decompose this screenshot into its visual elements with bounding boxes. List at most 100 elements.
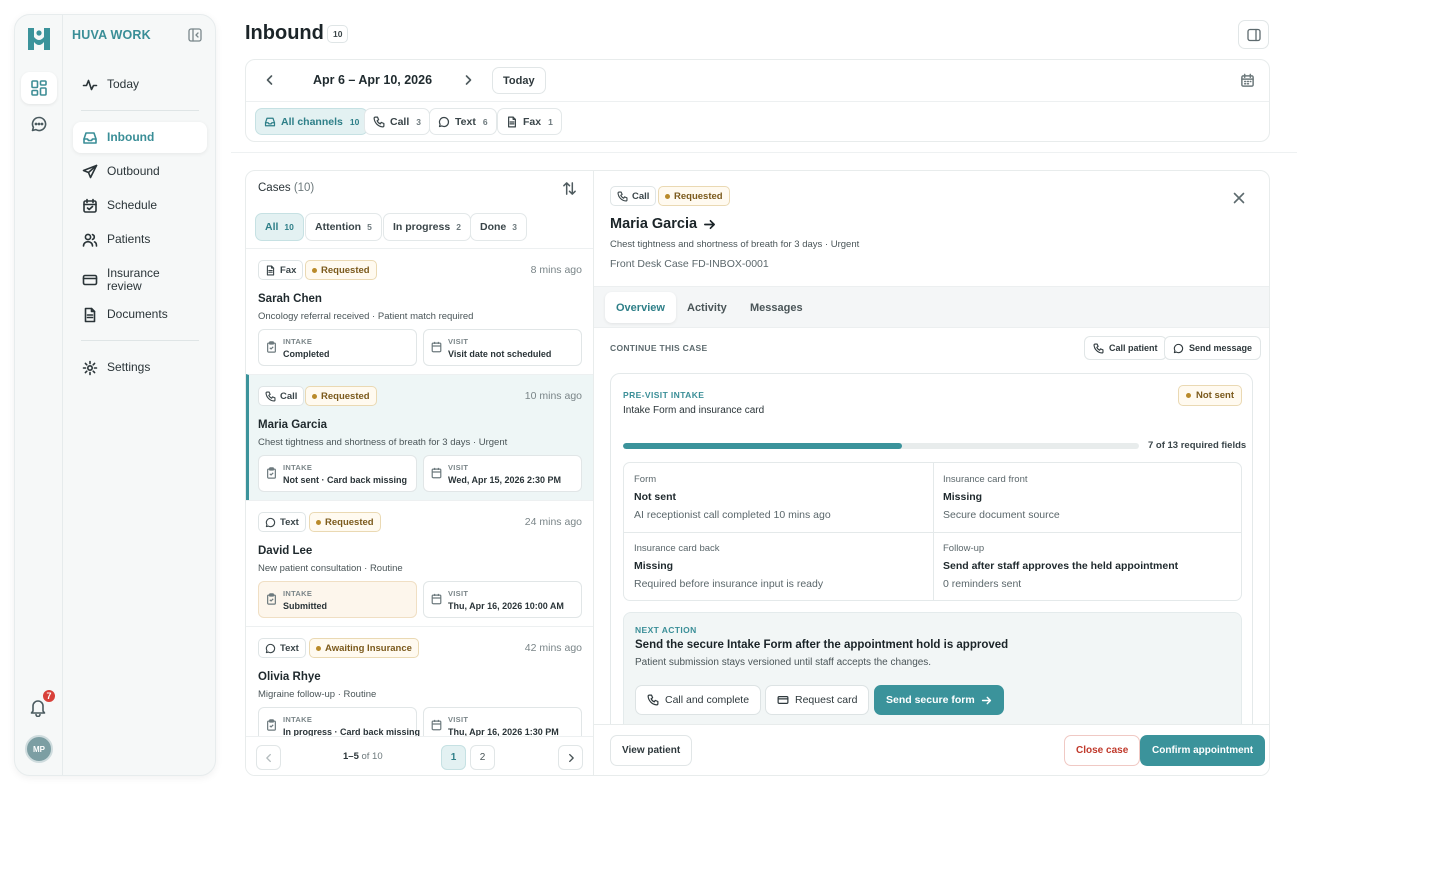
status-badge: Awaiting Insurance [309,638,419,658]
cases-tab-done[interactable]: Done 3 [470,213,527,241]
tab-overview[interactable]: Overview [605,292,676,323]
user-avatar[interactable]: MP [25,735,53,763]
calendar-icon [431,341,442,353]
status-label: Requested [325,516,374,528]
dashboard-rail-button[interactable] [21,72,57,104]
close-case-button[interactable]: Close case [1064,735,1141,766]
case-list-item[interactable]: Fax Requested 8 mins ago Sarah Chen Onco… [246,248,593,374]
sidebar-item-today[interactable]: Today [73,69,207,100]
sort-cases-button[interactable] [562,181,577,196]
case-id: Front Desk Case FD-INBOX-0001 [610,258,769,270]
next-page-button[interactable] [558,745,583,770]
cases-title-label: Cases [258,182,291,194]
tab-label: In progress [393,221,451,233]
call-and-complete-button[interactable]: Call and complete [635,685,762,715]
chip-label: Text [455,115,476,128]
cases-pagination: 1–5 of 10 1 2 [246,736,593,775]
sidebar-item-documents[interactable]: Documents [73,299,207,330]
next-action-subtitle: Patient submission stays versioned until… [635,657,932,668]
tab-messages[interactable]: Messages [750,301,803,314]
header-divider [231,152,1297,153]
sidebar-item-outbound[interactable]: Outbound [73,156,207,187]
previous-page-button[interactable] [256,745,281,770]
document-icon [84,307,96,322]
case-list-item-selected[interactable]: Call Requested 10 mins ago Maria Garcia … [246,374,593,500]
visit-label: VISIT [448,589,469,598]
close-detail-button[interactable] [1232,191,1246,205]
sidebar-item-insurance-review[interactable]: Insurance review [73,261,207,299]
cases-list-panel: Cases (10) All 10 Attention 5 In progres… [246,171,594,775]
channel-label: Text [280,516,299,528]
case-list-item[interactable]: Text Requested 24 mins ago David Lee New… [246,500,593,626]
request-card-button[interactable]: Request card [765,685,870,715]
send-secure-form-button[interactable]: Send secure form [874,685,1004,715]
chat-icon [31,116,47,132]
visit-value: Wed, Apr 15, 2026 2:30 PM [448,475,562,485]
notifications-button[interactable] [28,697,48,717]
case-list-item[interactable]: Text Awaiting Insurance 42 mins ago Oliv… [246,626,593,752]
sidebar-item-patients[interactable]: Patients [73,224,207,255]
sidebar-item-inbound[interactable]: Inbound [73,122,207,153]
case-content: Fax Requested 8 mins ago Sarah Chen Onco… [258,249,582,374]
phone-icon [373,116,385,127]
confirm-appointment-button[interactable]: Confirm appointment [1140,735,1266,766]
sidebar-item-label: Inbound [107,130,155,144]
panel-right-icon [1246,28,1261,41]
send-message-button[interactable]: Send message [1164,336,1262,360]
channel-filter-call[interactable]: Call 3 [364,108,430,135]
previous-week-button[interactable] [263,73,277,87]
date-range-label: Apr 6 – Apr 10, 2026 [313,73,433,87]
channel-filter-all[interactable]: All channels 10 [255,108,369,135]
toggle-detail-panel-button[interactable] [1238,20,1269,49]
cases-tab-all[interactable]: All 10 [255,213,304,241]
intake-progress-text: 7 of 13 required fields [1148,440,1247,451]
tab-activity[interactable]: Activity [687,301,727,314]
intake-kicker: PRE-VISIT INTAKE [623,390,705,400]
next-week-button[interactable] [461,73,475,87]
clipboard-icon [267,719,276,731]
cases-tab-attention[interactable]: Attention 5 [305,213,382,241]
case-content: Text Awaiting Insurance 42 mins ago Oliv… [258,627,582,752]
intake-status-box: INTAKE Not sent · Card back missing [258,455,417,492]
channel-filter-fax[interactable]: Fax 1 [497,108,562,135]
visit-status-box: VISIT Thu, Apr 16, 2026 10:00 AM [423,581,582,618]
detail-scroll-area[interactable]: CONTINUE THIS CASE Call patient Send mes… [594,328,1269,724]
visit-label: VISIT [448,715,469,724]
page-2-button[interactable]: 2 [470,745,495,770]
channel-badge: Call [610,186,657,206]
call-patient-button[interactable]: Call patient [1084,336,1167,360]
tab-label: Attention [315,221,362,233]
sidebar-item-label: Insurance review [107,266,160,293]
sidebar-item-label: Documents [107,307,168,321]
continue-case-label: CONTINUE THIS CASE [610,343,708,353]
today-button[interactable]: Today [492,67,546,94]
sidebar-item-label: Patients [107,232,151,246]
chip-label: All channels [281,115,343,128]
intake-value: In progress · Card back missing [283,727,421,737]
chat-icon [265,643,276,653]
button-label: Send secure form [886,694,975,706]
visit-label: VISIT [448,463,469,472]
calendar-picker-button[interactable] [1240,73,1255,88]
case-time: 42 mins ago [524,642,582,654]
tab-count: 3 [512,222,517,232]
cases-tab-in-progress[interactable]: In progress 2 [383,213,471,241]
status-dot [665,193,670,199]
nav-divider [81,110,199,111]
sidebar-collapse-icon [188,28,202,42]
collapse-sidebar-button[interactable] [188,28,202,42]
view-patient-button[interactable]: View patient [610,735,693,766]
sidebar-item-schedule[interactable]: Schedule [73,190,207,221]
phone-icon [617,190,628,202]
document-icon [266,264,275,276]
cell-label: Follow-up [943,543,985,554]
channel-filter-text[interactable]: Text 6 [429,108,497,135]
sidebar-item-settings[interactable]: Settings [73,352,207,383]
cases-title-count: (10) [293,182,315,194]
send-icon [82,164,98,178]
messages-rail-button[interactable] [21,108,57,140]
status-dot [312,393,317,399]
patient-name-link[interactable]: Maria Garcia [610,216,716,232]
page-1-button[interactable]: 1 [441,745,466,770]
next-action-title: Send the secure Intake Form after the ap… [635,639,1009,651]
